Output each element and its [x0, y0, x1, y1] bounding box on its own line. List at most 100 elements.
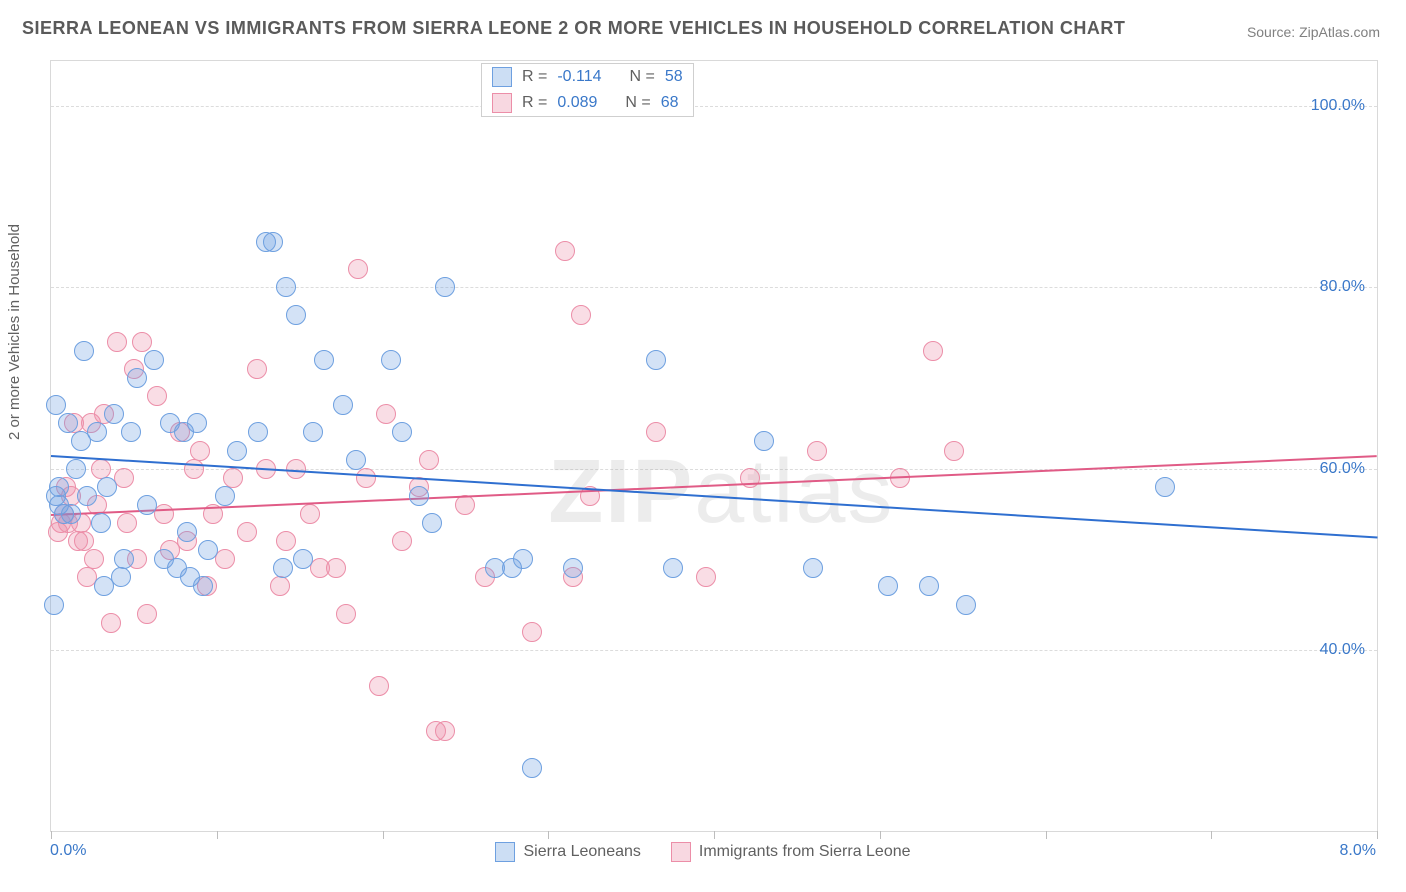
data-point [303, 422, 323, 442]
data-point [46, 395, 66, 415]
correlation-row-blue: R = -0.114 N = 58 [482, 64, 693, 90]
data-point [944, 441, 964, 461]
data-point [137, 495, 157, 515]
swatch-blue-icon [492, 67, 512, 87]
data-point [114, 549, 134, 569]
legend-item-pink: Immigrants from Sierra Leone [671, 842, 911, 862]
data-point [646, 350, 666, 370]
data-point [77, 486, 97, 506]
legend-label-pink: Immigrants from Sierra Leone [699, 843, 911, 861]
data-point [392, 531, 412, 551]
data-point [422, 513, 442, 533]
r-label: R = [522, 94, 547, 112]
data-point [227, 441, 247, 461]
r-label: R = [522, 68, 547, 86]
data-point [663, 558, 683, 578]
data-point [555, 241, 575, 261]
data-point [300, 504, 320, 524]
x-tick [714, 831, 715, 839]
data-point [187, 413, 207, 433]
data-point [91, 459, 111, 479]
data-point [293, 549, 313, 569]
data-point [270, 576, 290, 596]
bottom-legend: Sierra Leoneans Immigrants from Sierra L… [0, 842, 1406, 862]
data-point [177, 522, 197, 542]
x-tick [1377, 831, 1378, 839]
swatch-pink-icon [671, 842, 691, 862]
data-point [198, 540, 218, 560]
data-point [144, 350, 164, 370]
data-point [346, 450, 366, 470]
data-point [104, 404, 124, 424]
data-point [127, 368, 147, 388]
data-point [84, 549, 104, 569]
n-value-blue: 58 [665, 68, 683, 86]
data-point [381, 350, 401, 370]
data-point [248, 422, 268, 442]
data-point [333, 395, 353, 415]
correlation-box: R = -0.114 N = 58 R = 0.089 N = 68 [481, 63, 694, 117]
data-point [91, 513, 111, 533]
r-value-pink: 0.089 [557, 94, 597, 112]
plot-area [51, 61, 1377, 831]
data-point [696, 567, 716, 587]
data-point [513, 549, 533, 569]
x-tick [1211, 831, 1212, 839]
x-tick [383, 831, 384, 839]
data-point [878, 576, 898, 596]
chart-title: SIERRA LEONEAN VS IMMIGRANTS FROM SIERRA… [22, 18, 1125, 39]
data-point [807, 441, 827, 461]
data-point [1155, 477, 1175, 497]
data-point [348, 259, 368, 279]
r-value-blue: -0.114 [557, 68, 601, 86]
chart-frame: 40.0%60.0%80.0%100.0% ZIPatlas R = -0.11… [50, 60, 1378, 832]
data-point [117, 513, 137, 533]
data-point [97, 477, 117, 497]
x-tick [880, 831, 881, 839]
data-point [61, 504, 81, 524]
n-value-pink: 68 [661, 94, 679, 112]
data-point [336, 604, 356, 624]
data-point [66, 459, 86, 479]
data-point [286, 305, 306, 325]
data-point [923, 341, 943, 361]
n-label: N = [625, 94, 650, 112]
x-tick [217, 831, 218, 839]
data-point [223, 468, 243, 488]
data-point [956, 595, 976, 615]
data-point [419, 450, 439, 470]
data-point [74, 341, 94, 361]
source-attribution: Source: ZipAtlas.com [1247, 24, 1380, 40]
data-point [409, 486, 429, 506]
data-point [87, 422, 107, 442]
x-tick [51, 831, 52, 839]
data-point [276, 531, 296, 551]
swatch-blue-icon [495, 842, 515, 862]
data-point [49, 477, 69, 497]
data-point [646, 422, 666, 442]
data-point [919, 576, 939, 596]
data-point [132, 332, 152, 352]
data-point [101, 613, 121, 633]
data-point [193, 576, 213, 596]
trend-line [51, 455, 1377, 516]
legend-label-blue: Sierra Leoneans [523, 843, 640, 861]
data-point [369, 676, 389, 696]
data-point [184, 459, 204, 479]
data-point [435, 721, 455, 741]
data-point [276, 277, 296, 297]
data-point [522, 758, 542, 778]
data-point [215, 486, 235, 506]
data-point [111, 567, 131, 587]
swatch-pink-icon [492, 93, 512, 113]
correlation-row-pink: R = 0.089 N = 68 [482, 90, 693, 116]
data-point [754, 431, 774, 451]
data-point [263, 232, 283, 252]
data-point [803, 558, 823, 578]
data-point [314, 350, 334, 370]
data-point [74, 531, 94, 551]
legend-item-blue: Sierra Leoneans [495, 842, 640, 862]
data-point [326, 558, 346, 578]
x-tick [1046, 831, 1047, 839]
n-label: N = [630, 68, 655, 86]
